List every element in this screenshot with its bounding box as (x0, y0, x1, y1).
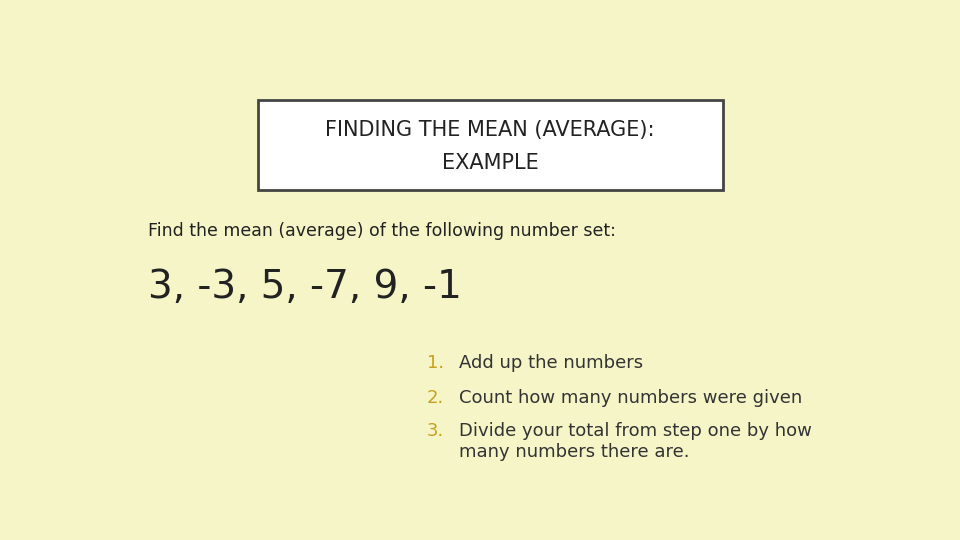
Text: FINDING THE MEAN (AVERAGE):: FINDING THE MEAN (AVERAGE): (325, 120, 655, 140)
Text: 3, -3, 5, -7, 9, -1: 3, -3, 5, -7, 9, -1 (148, 268, 462, 306)
Text: EXAMPLE: EXAMPLE (442, 153, 539, 173)
Text: 2.: 2. (426, 389, 444, 407)
Text: Add up the numbers: Add up the numbers (459, 354, 642, 372)
Text: Divide your total from step one by how
many numbers there are.: Divide your total from step one by how m… (459, 422, 811, 461)
FancyBboxPatch shape (257, 100, 723, 190)
Text: 1.: 1. (426, 354, 444, 372)
Text: 3.: 3. (426, 422, 444, 441)
Text: Find the mean (average) of the following number set:: Find the mean (average) of the following… (148, 222, 616, 240)
Text: Count how many numbers were given: Count how many numbers were given (459, 389, 802, 407)
